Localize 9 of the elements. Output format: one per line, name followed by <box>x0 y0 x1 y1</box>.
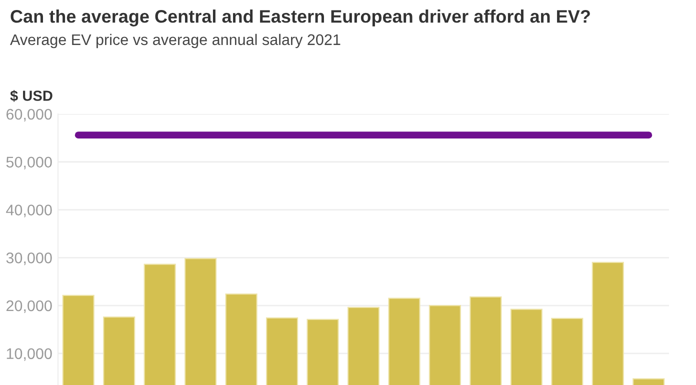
y-tick-label: 20,000 <box>6 300 52 314</box>
y-tick-label: 50,000 <box>6 156 52 170</box>
y-tick-label: 40,000 <box>6 204 52 218</box>
y-tick-label: 30,000 <box>6 252 52 266</box>
y-tick-label: 10,000 <box>6 348 52 361</box>
chart-title: Can the average Central and Eastern European driver afford an EV? <box>10 10 590 26</box>
chart-subtitle: Average EV price vs average annual salary 2021 <box>10 34 340 48</box>
y-axis-title: $ USD <box>10 90 52 102</box>
y-tick-label: 60,000 <box>6 108 52 122</box>
